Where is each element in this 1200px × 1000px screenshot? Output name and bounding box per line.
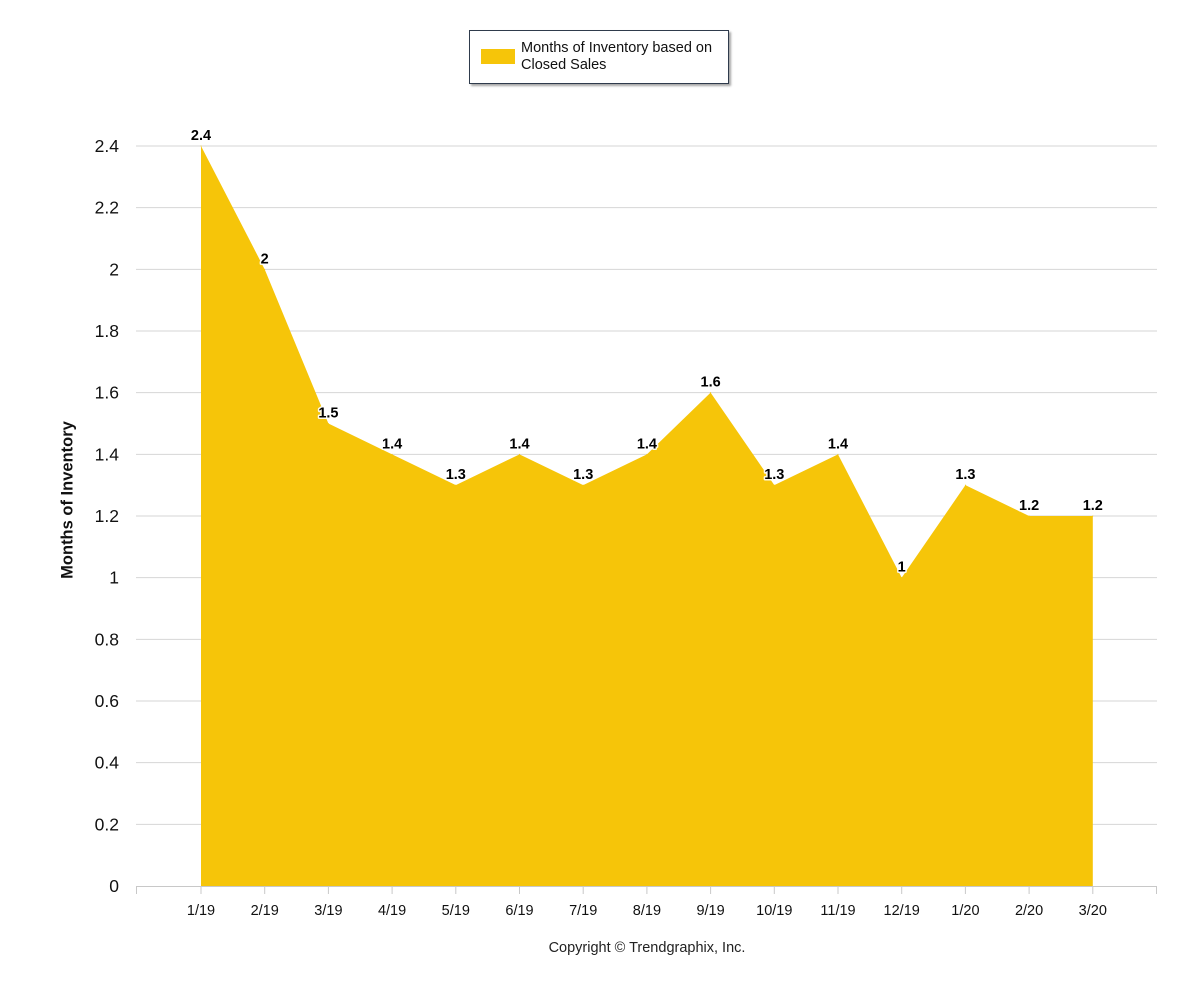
data-label-halo: 2.4 (191, 128, 211, 144)
data-point (901, 577, 903, 579)
data-label: 1.4 (637, 436, 657, 452)
x-tick-labels: 1/19 2/19 3/19 4/19 5/19 6/19 7/19 8/19 9/19 10/1… (187, 903, 1107, 919)
y-tick-label: 0.2 (95, 814, 119, 834)
x-tick-label: 12/19 (884, 903, 920, 919)
x-tick-label: 8/19 (633, 903, 661, 919)
y-tick-label: 2.2 (95, 198, 119, 218)
data-label-halo: 1.4 (382, 436, 402, 452)
data-label-halo: 1.4 (509, 436, 529, 452)
data-label: 1.4 (828, 436, 848, 452)
data-label: 2 (261, 251, 269, 267)
data-label-halo: 1.6 (701, 375, 721, 391)
data-point (1028, 515, 1030, 517)
x-tick-label: 2/19 (251, 903, 279, 919)
legend: Months of Inventory based on Closed Sale… (469, 30, 729, 84)
y-tick-labels: 0 0.2 0.4 0.6 0.8 1 1.2 1.4 1.6 1.8 2 2.2 2.4 (95, 136, 120, 896)
data-label: 1.2 (1019, 498, 1039, 514)
y-tick-label: 2.4 (95, 136, 120, 156)
data-labels: 2.42.4221.51.51.41.41.31.31.41.41.31.31.… (189, 127, 1104, 578)
data-label: 1.3 (955, 467, 975, 483)
data-label-halo: 1.2 (1019, 498, 1039, 514)
y-tick-label: 0.4 (95, 753, 120, 773)
data-label-halo: 1.3 (446, 467, 466, 483)
x-tick-label: 1/20 (951, 903, 979, 919)
x-tick-label: 3/19 (314, 903, 342, 919)
data-label: 1.4 (509, 436, 529, 452)
x-axis (136, 886, 1157, 894)
data-label-halo: 1.3 (573, 467, 593, 483)
data-label: 1.3 (764, 467, 784, 483)
y-tick-label: 1 (109, 568, 119, 588)
data-label-halo: 1.5 (318, 406, 338, 422)
data-label-halo: 1.3 (955, 467, 975, 483)
y-tick-label: 0.6 (95, 691, 119, 711)
data-label-halo: 1.3 (764, 467, 784, 483)
data-point (327, 423, 329, 424)
data-point (1092, 515, 1094, 517)
data-label: 1.3 (573, 467, 593, 483)
data-label-halo: 1.4 (828, 436, 848, 452)
data-point (391, 453, 393, 455)
data-point (837, 453, 839, 455)
data-point (646, 453, 648, 455)
data-label-halo: 1 (898, 560, 906, 576)
data-label: 1.4 (382, 436, 402, 452)
data-label-halo: 2 (261, 251, 269, 267)
data-point (964, 484, 966, 486)
x-tick-label: 10/19 (756, 903, 792, 919)
data-label: 1.5 (318, 406, 338, 422)
legend-swatch (481, 49, 515, 64)
x-tick-label: 11/19 (820, 903, 855, 919)
data-point (582, 484, 584, 486)
data-point (710, 392, 712, 394)
y-axis-title: Months of Inventory (58, 421, 77, 579)
x-tick-label: 6/19 (505, 903, 533, 919)
data-label: 1.3 (446, 467, 466, 483)
y-tick-label: 1.2 (95, 506, 119, 526)
data-label: 1.6 (701, 375, 721, 391)
data-point (455, 484, 457, 486)
x-tick-label: 4/19 (378, 903, 406, 919)
copyright-footer: Copyright © Trendgraphix, Inc. (548, 940, 746, 956)
data-point (200, 145, 202, 147)
data-label: 2.4 (191, 128, 211, 144)
y-tick-label: 0.8 (95, 629, 119, 649)
data-point (773, 484, 775, 486)
y-tick-label: 1.4 (95, 444, 120, 464)
x-tick-label: 3/20 (1079, 903, 1107, 919)
data-area-layer (200, 145, 1094, 886)
y-tick-label: 1.6 (95, 383, 119, 403)
legend-label: Months of Inventory based on Closed Sale… (521, 40, 713, 73)
data-label-halo: 1.4 (637, 436, 657, 452)
x-tick-label: 9/19 (696, 903, 724, 919)
x-tick-label: 5/19 (442, 903, 470, 919)
x-tick-label: 2/20 (1015, 903, 1043, 919)
x-tick-label: 1/19 (187, 903, 215, 919)
x-tick-label: 7/19 (569, 903, 597, 919)
y-tick-label: 0 (109, 876, 119, 896)
data-point (264, 268, 266, 270)
data-area (201, 146, 1093, 886)
data-label: 1 (898, 560, 906, 576)
y-tick-label: 2 (109, 259, 119, 279)
y-tick-label: 1.8 (95, 321, 119, 341)
data-label-halo: 1.2 (1083, 498, 1103, 514)
data-label: 1.2 (1083, 498, 1103, 514)
data-point (519, 453, 520, 455)
